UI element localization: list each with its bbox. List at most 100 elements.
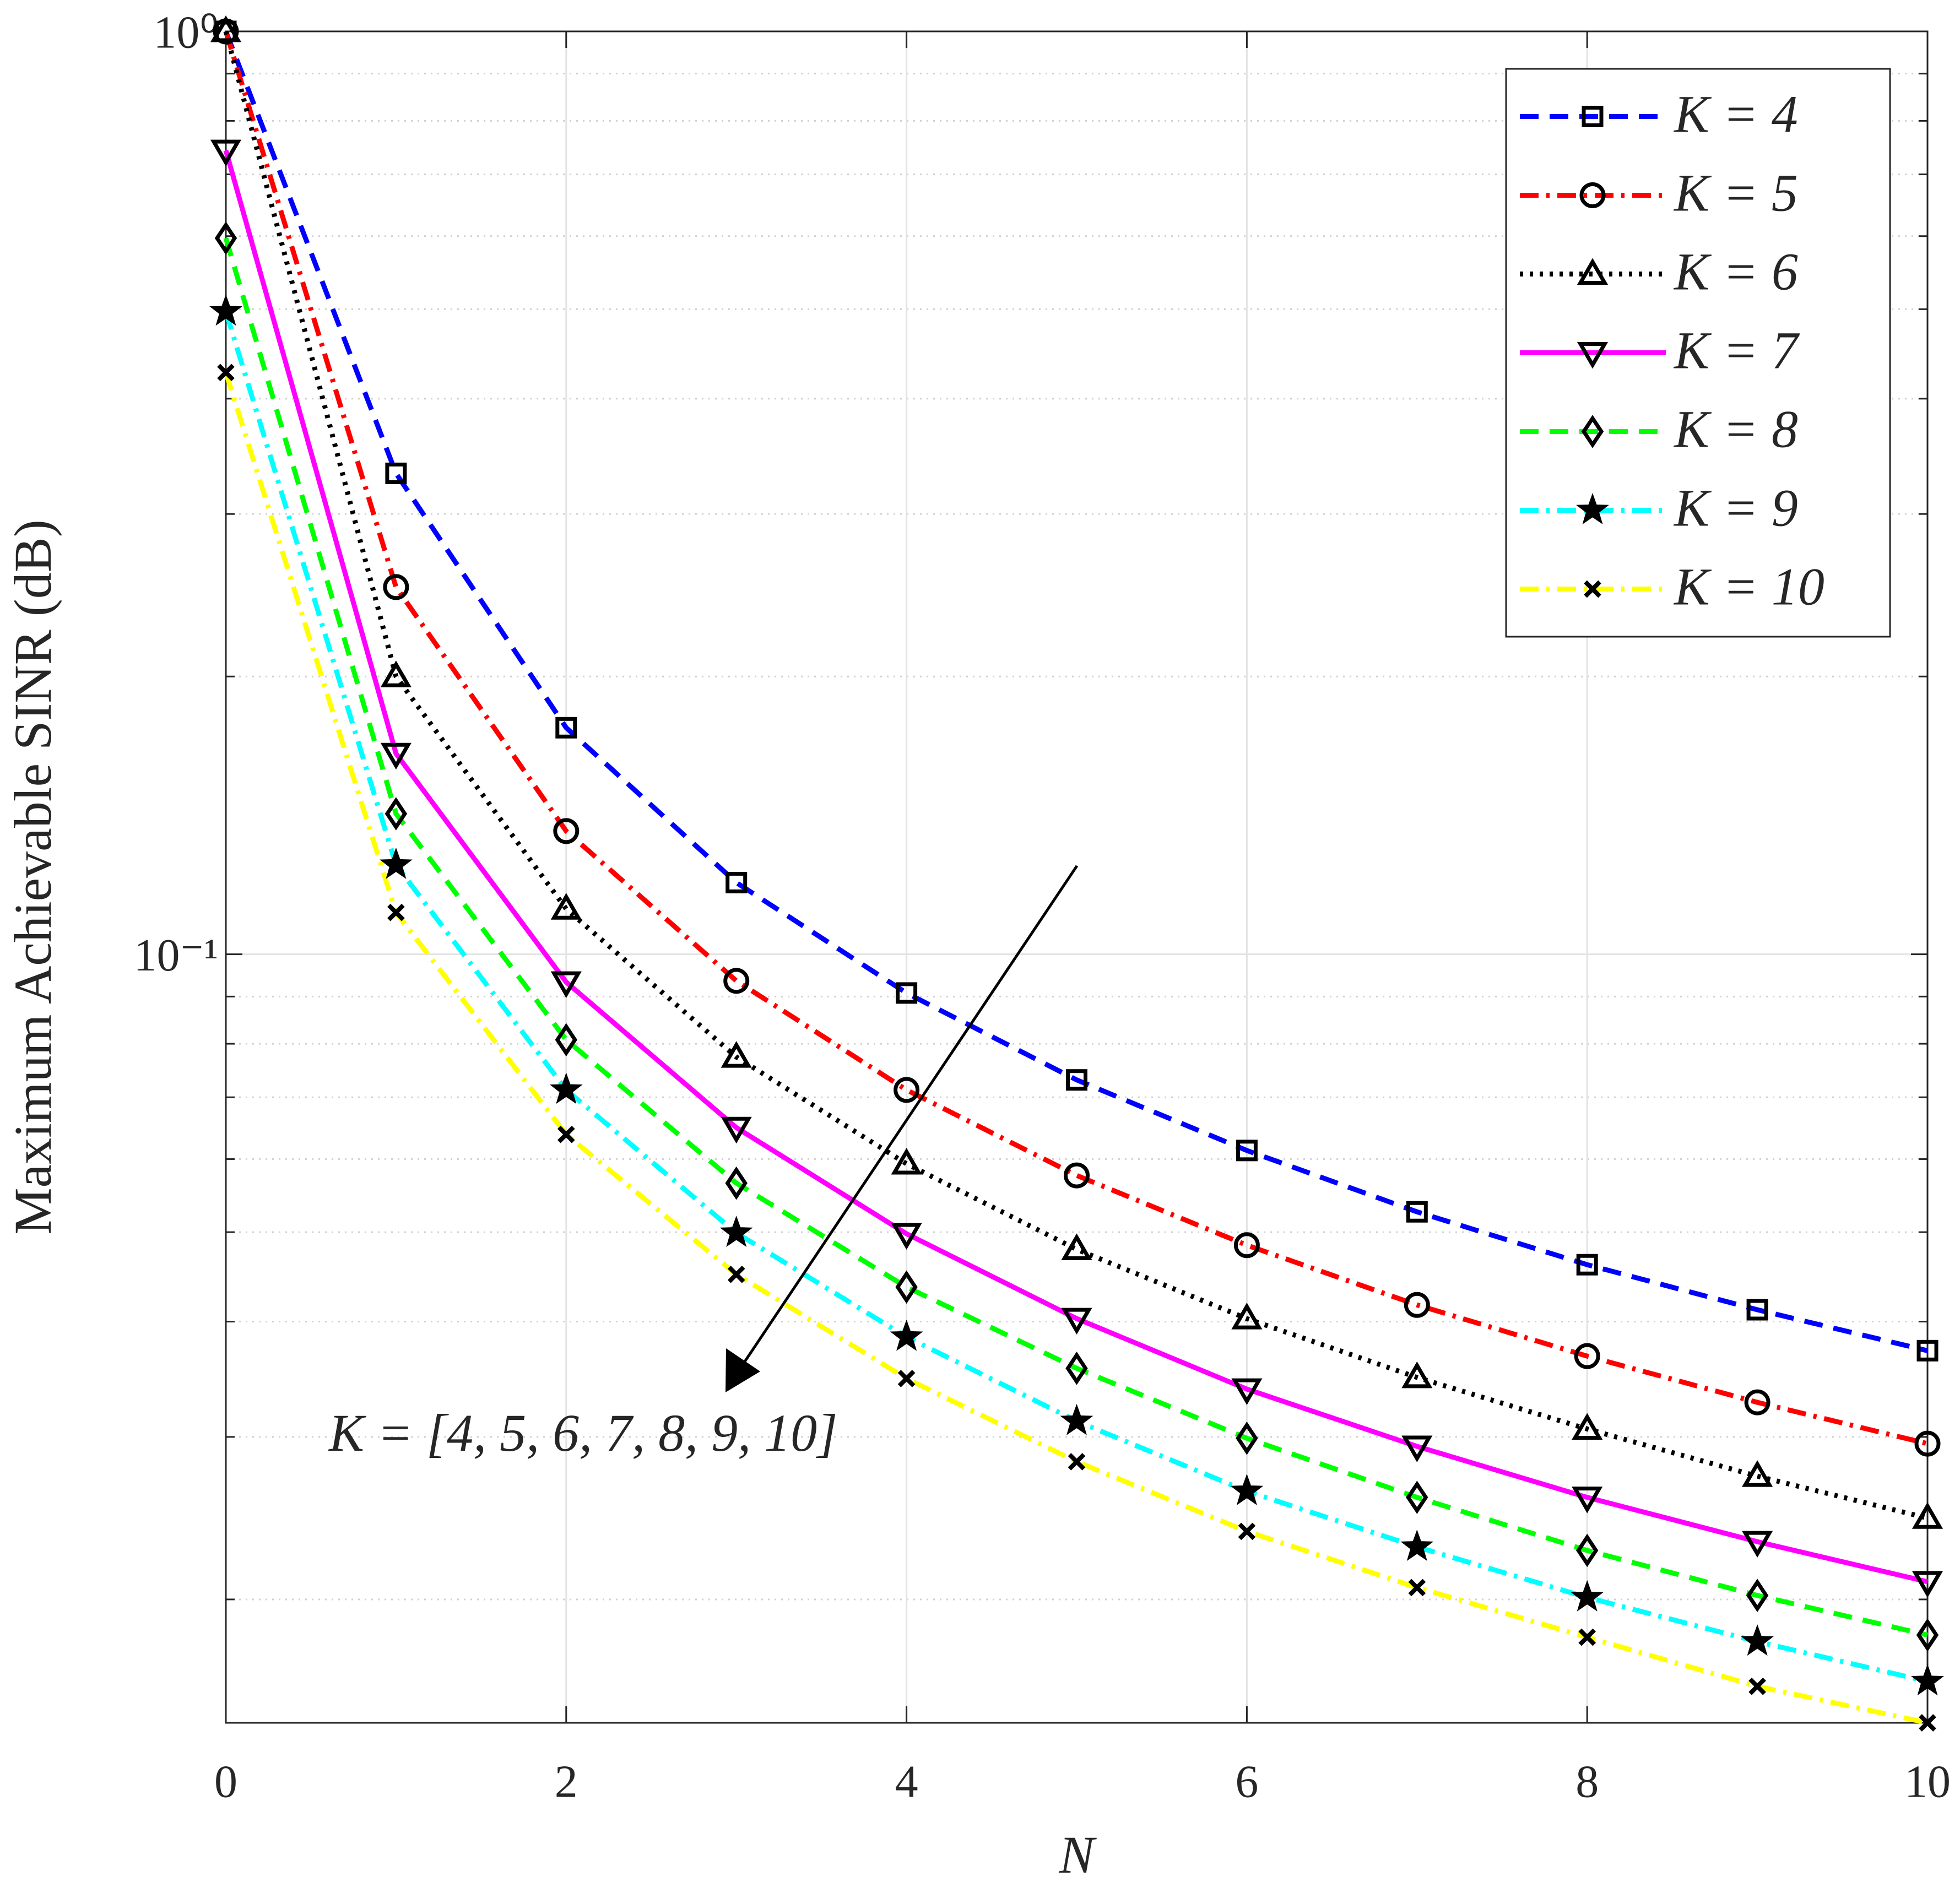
marker xyxy=(379,847,413,879)
marker xyxy=(1400,1530,1434,1561)
marker xyxy=(1576,1254,1598,1276)
marker xyxy=(1911,1664,1944,1696)
marker xyxy=(1571,1580,1604,1612)
marker xyxy=(1746,1299,1768,1321)
arrow-head xyxy=(725,1348,760,1392)
marker xyxy=(1744,1389,1771,1415)
marker xyxy=(555,717,577,739)
marker xyxy=(1404,1292,1430,1318)
marker xyxy=(383,574,409,600)
x-tick-label: 6 xyxy=(1235,1756,1258,1807)
marker xyxy=(1742,1531,1773,1558)
marker xyxy=(553,818,580,844)
marker xyxy=(549,1072,583,1104)
marker xyxy=(1233,1232,1260,1259)
series-line xyxy=(223,30,1929,1446)
series-line xyxy=(223,30,1929,1521)
marker xyxy=(1574,1343,1600,1369)
marker xyxy=(1746,1579,1769,1613)
marker xyxy=(385,797,408,831)
marker xyxy=(891,1223,922,1250)
marker xyxy=(210,15,242,42)
marker xyxy=(555,1023,578,1057)
legend-label: K = 10 xyxy=(1673,557,1824,616)
marker xyxy=(1581,415,1604,448)
marker xyxy=(1916,1618,1939,1652)
marker xyxy=(1236,1421,1258,1455)
marker xyxy=(1575,1533,1599,1568)
marker xyxy=(210,139,242,167)
marker xyxy=(1231,1303,1263,1330)
marker xyxy=(1748,1677,1766,1695)
marker xyxy=(1916,1339,1939,1362)
legend-label: K = 5 xyxy=(1673,164,1798,223)
marker xyxy=(385,462,407,484)
plot-frame xyxy=(225,30,1929,1724)
marker xyxy=(1231,1378,1263,1406)
x-axis-label: N xyxy=(1058,1825,1097,1882)
marker xyxy=(1238,1522,1256,1541)
marker xyxy=(895,1270,918,1304)
marker xyxy=(1914,1430,1941,1457)
y-tick-label: 10⁰ xyxy=(153,7,218,58)
marker xyxy=(1236,1140,1258,1162)
legend-label: K = 7 xyxy=(1673,321,1800,380)
marker xyxy=(557,1125,575,1143)
x-tick-label: 4 xyxy=(895,1756,918,1807)
marker xyxy=(1579,182,1606,208)
marker xyxy=(1572,1413,1603,1440)
marker xyxy=(1572,1487,1603,1514)
x-tick-label: 0 xyxy=(214,1756,237,1807)
legend-label: K = 8 xyxy=(1673,400,1798,459)
marker xyxy=(1742,1460,1773,1487)
x-tick-label: 8 xyxy=(1575,1756,1599,1807)
marker xyxy=(725,871,748,893)
marker xyxy=(1064,1162,1090,1189)
marker xyxy=(1401,1361,1433,1389)
x-tick-label: 2 xyxy=(555,1756,578,1807)
marker xyxy=(897,1370,916,1387)
marker xyxy=(1741,1624,1774,1656)
marker xyxy=(896,982,918,1004)
marker xyxy=(719,1216,753,1248)
marker xyxy=(1577,258,1609,285)
marker xyxy=(1230,1473,1264,1505)
marker xyxy=(1065,1352,1088,1385)
marker xyxy=(1406,1480,1428,1514)
marker xyxy=(1401,1435,1433,1463)
arrow-shaft xyxy=(737,865,1079,1373)
legend: K = 4 K = 5 K = 6 K = 7 K = 8 K = 9 K = 10 xyxy=(1505,68,1891,638)
marker xyxy=(209,294,242,326)
marker xyxy=(723,968,750,994)
marker xyxy=(380,660,412,687)
marker xyxy=(1576,493,1609,524)
series-line xyxy=(223,30,1929,1353)
series-line xyxy=(223,371,1928,1726)
marker xyxy=(1578,1628,1596,1646)
legend-label: K = 9 xyxy=(1673,479,1798,538)
marker xyxy=(1060,1403,1093,1435)
marker xyxy=(387,903,405,921)
marker xyxy=(380,742,412,770)
marker xyxy=(1582,106,1604,127)
marker xyxy=(1061,1233,1092,1260)
marker xyxy=(891,1147,922,1175)
marker xyxy=(217,364,235,382)
marker xyxy=(1912,1571,1943,1598)
marker xyxy=(1066,1069,1087,1091)
marker xyxy=(890,1319,923,1351)
marker xyxy=(721,1041,752,1068)
marker xyxy=(727,1265,745,1283)
legend-label: K = 6 xyxy=(1673,242,1798,301)
marker xyxy=(550,893,582,920)
legend-label: K = 4 xyxy=(1673,85,1798,144)
y-axis-label: Maximum Achievable SINR (dB) xyxy=(3,519,62,1234)
marker xyxy=(1406,1201,1428,1223)
y-tick-label: 10⁻¹ xyxy=(133,930,218,981)
marker xyxy=(1919,1714,1936,1732)
marker xyxy=(550,971,582,999)
marker xyxy=(1061,1308,1092,1335)
x-tick-label: 10 xyxy=(1904,1756,1951,1807)
marker xyxy=(1584,580,1601,598)
marker xyxy=(214,221,237,255)
